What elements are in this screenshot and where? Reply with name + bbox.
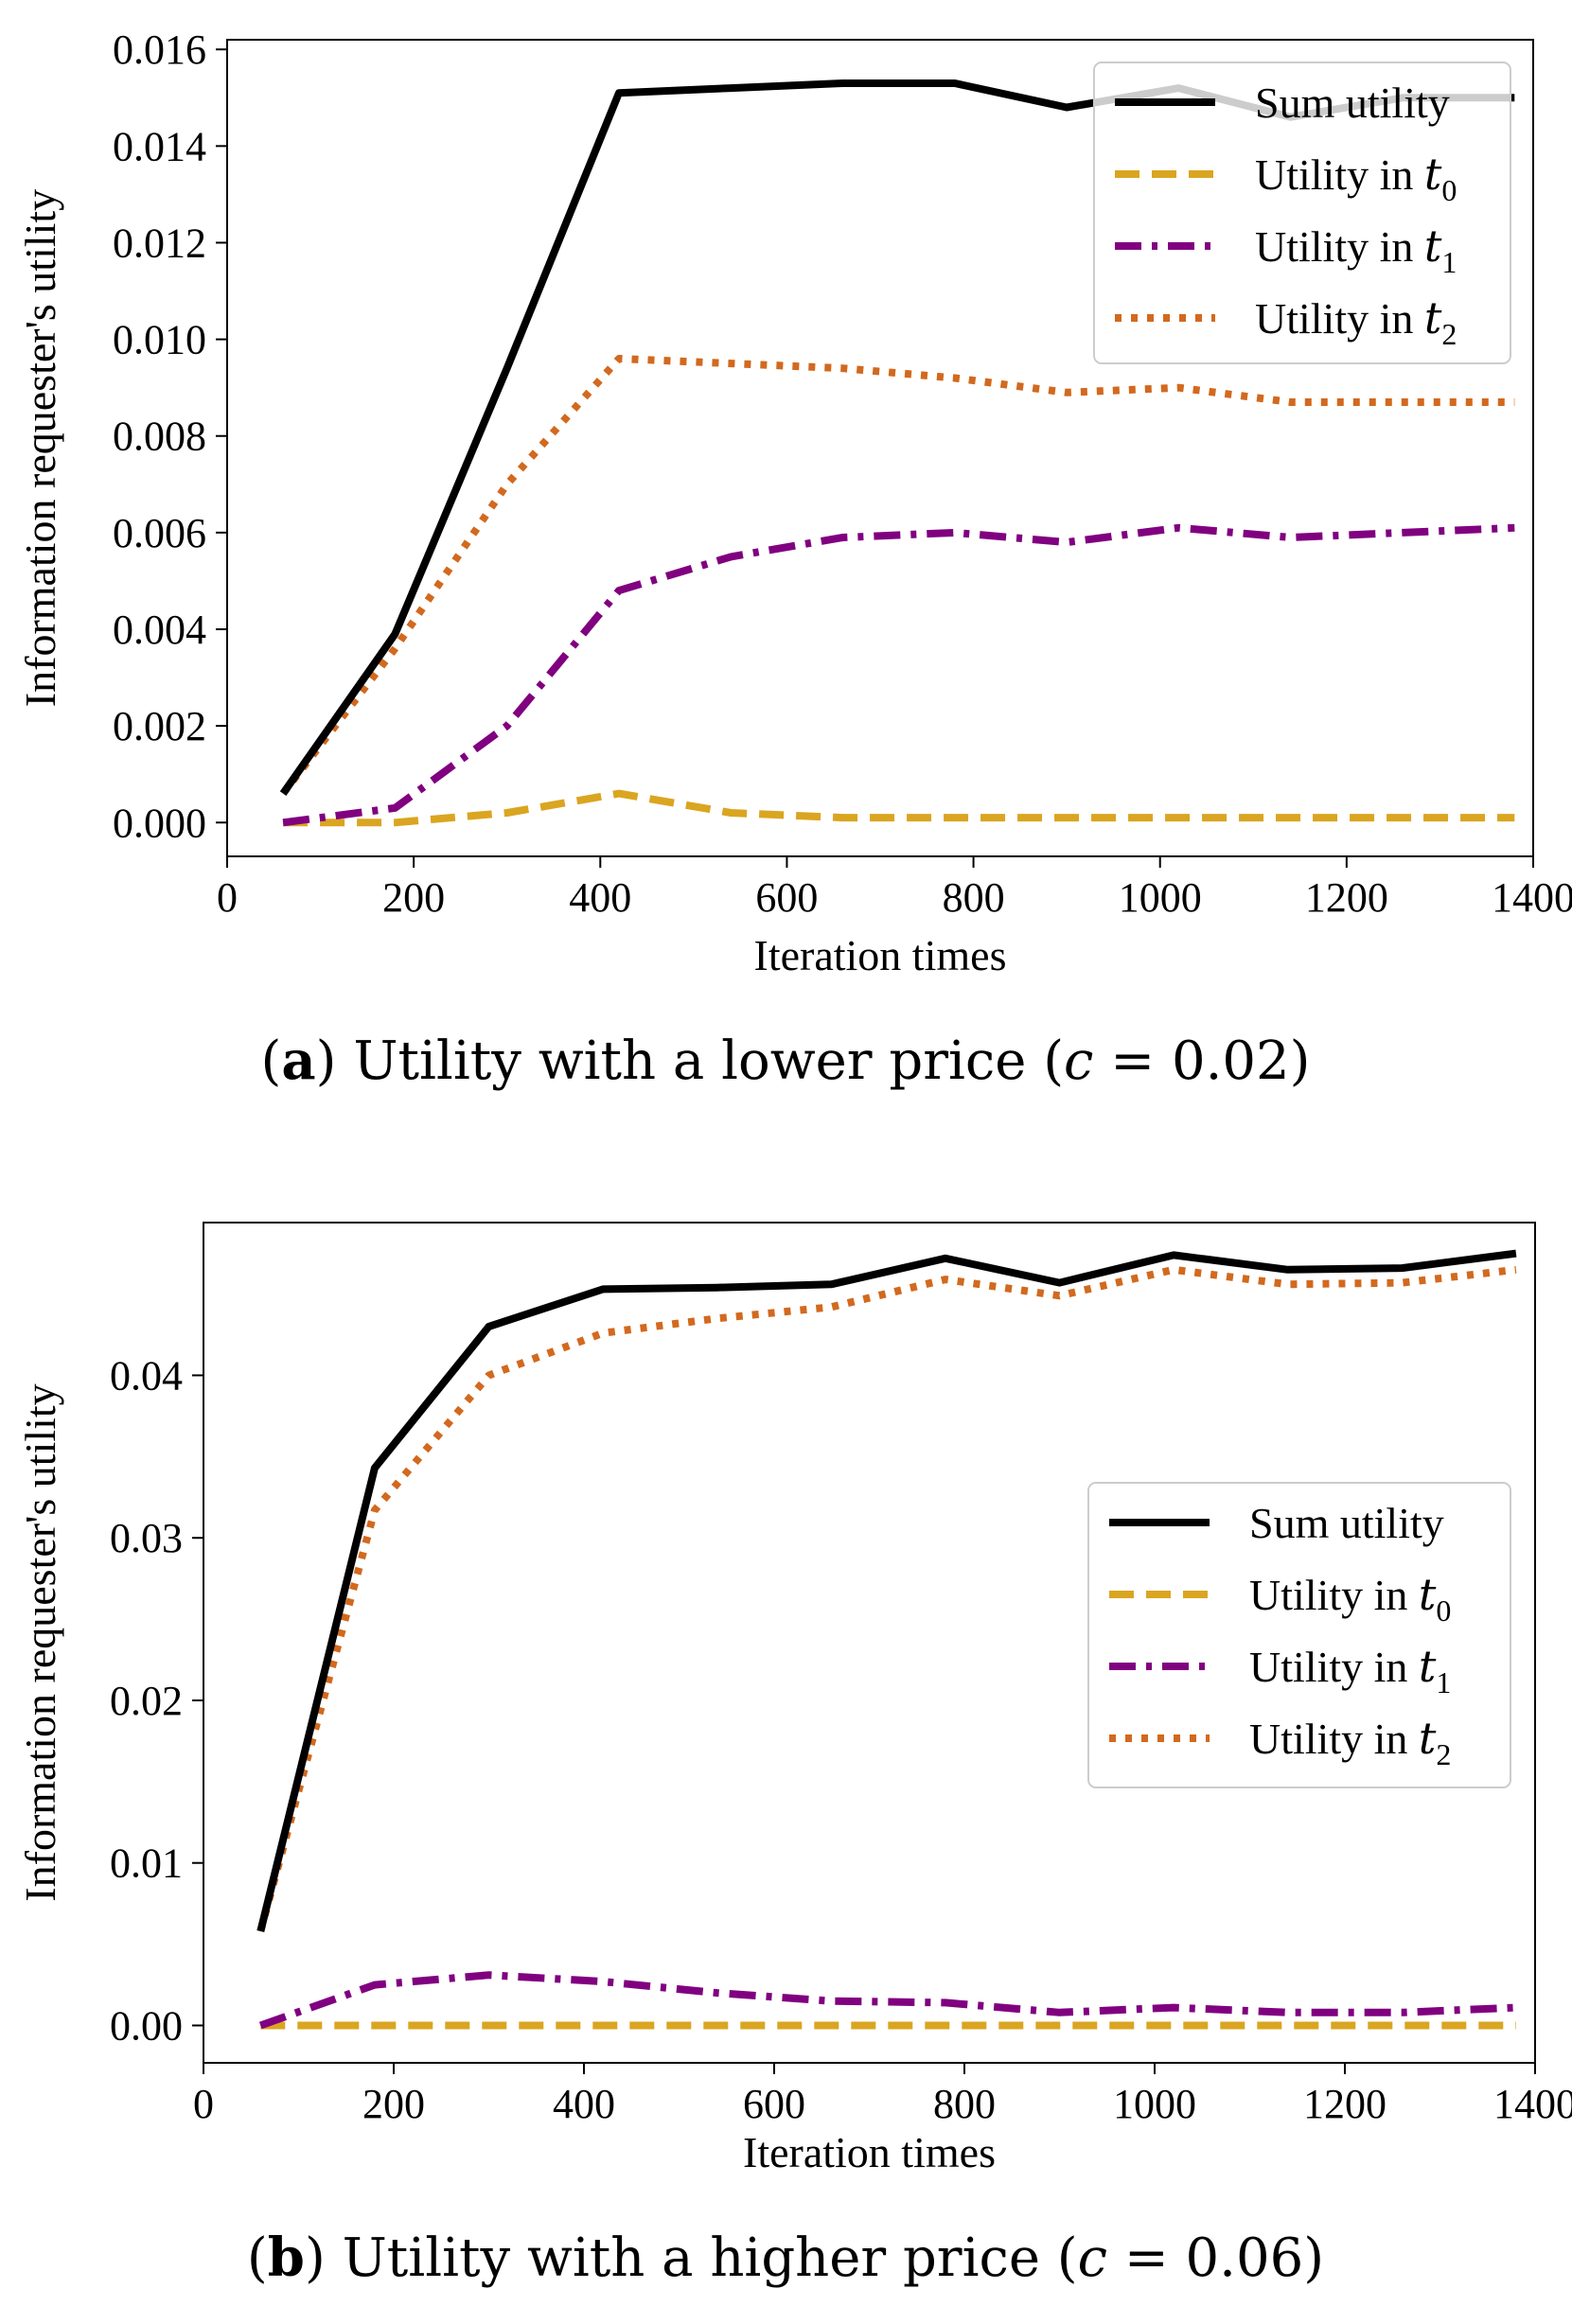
series-line-sum-utility (256, 1249, 1517, 1932)
x-tick-label: 1200 (1303, 2081, 1387, 2127)
x-tick-label: 600 (755, 874, 818, 921)
x-tick-label: 600 (743, 2081, 805, 2127)
plot-frame (203, 1222, 1536, 2064)
y-tick-label: 0.00 (110, 2002, 183, 2049)
x-tick-label: 1400 (1492, 874, 1572, 921)
x-tick-label: 1200 (1305, 874, 1388, 921)
figure-caption: (b) Utility with a higher price (c = 0.0… (247, 2227, 1324, 2289)
legend-label: Sum utility (1249, 1499, 1444, 1547)
y-tick-label: 0.01 (110, 1840, 183, 1887)
series-line-utility-in-t1 (282, 523, 1515, 827)
legend-label: Utility in t0 (1255, 149, 1457, 207)
legend-label: Sum utility (1255, 79, 1450, 127)
x-tick-label: 1400 (1493, 2081, 1572, 2127)
y-axis-label: Information requester's utility (16, 1383, 64, 1901)
series-line-utility-in-t2 (256, 1265, 1517, 1932)
y-axis-label: Information requester's utility (16, 189, 64, 707)
x-tick-label: 800 (933, 2081, 996, 2127)
y-tick-label: 0.012 (113, 220, 206, 266)
figure-caption: (a) Utility with a lower price (c = 0.02… (261, 1030, 1311, 1092)
x-axis-label: Iteration times (754, 931, 1007, 979)
y-tick-label: 0.016 (113, 26, 206, 73)
y-tick-label: 0.010 (113, 317, 206, 363)
legend-label: Utility in t0 (1249, 1569, 1451, 1628)
y-tick-label: 0.000 (113, 800, 206, 846)
x-axis-label: Iteration times (743, 2128, 996, 2176)
legend-label: Utility in t2 (1255, 292, 1457, 351)
x-tick-label: 1000 (1113, 2081, 1196, 2127)
y-tick-label: 0.008 (113, 414, 206, 460)
y-tick-label: 0.002 (113, 703, 206, 749)
plot-frame (226, 39, 1534, 857)
x-tick-label: 200 (362, 2081, 425, 2127)
legend-label: Utility in t2 (1249, 1713, 1451, 1771)
y-tick-label: 0.014 (113, 123, 206, 169)
chart-b: 0 200 400 600 800 1000 1200 1400 0.00 0.01 0.02 0.0… (16, 1222, 1572, 2289)
x-tick-label: 1000 (1119, 874, 1202, 921)
x-tick-label: 400 (553, 2081, 615, 2127)
series-line-utility-in-t2 (279, 355, 1515, 797)
y-tick-label: 0.006 (113, 510, 206, 556)
x-tick-label: 0 (217, 874, 238, 921)
legend-label: Utility in t1 (1249, 1641, 1451, 1699)
x-tick-label: 800 (943, 874, 1005, 921)
legend-box (1087, 1482, 1511, 1788)
series-line-utility-in-t0 (283, 789, 1515, 827)
y-tick-label: 0.03 (110, 1515, 183, 1561)
y-tick-label: 0.02 (110, 1678, 183, 1724)
y-tick-label: 0.04 (110, 1352, 183, 1399)
chart-a: 0 200 400 600 800 1000 1200 1400 0.000 0.002 0.004… (16, 26, 1572, 1092)
x-tick-label: 0 (193, 2081, 214, 2127)
series-line-utility-in-t1 (258, 1971, 1517, 2030)
x-tick-label: 200 (382, 874, 445, 921)
legend-box (1093, 62, 1511, 364)
x-tick-label: 400 (569, 874, 631, 921)
legend-label: Utility in t1 (1255, 220, 1457, 279)
y-tick-label: 0.004 (113, 607, 206, 653)
